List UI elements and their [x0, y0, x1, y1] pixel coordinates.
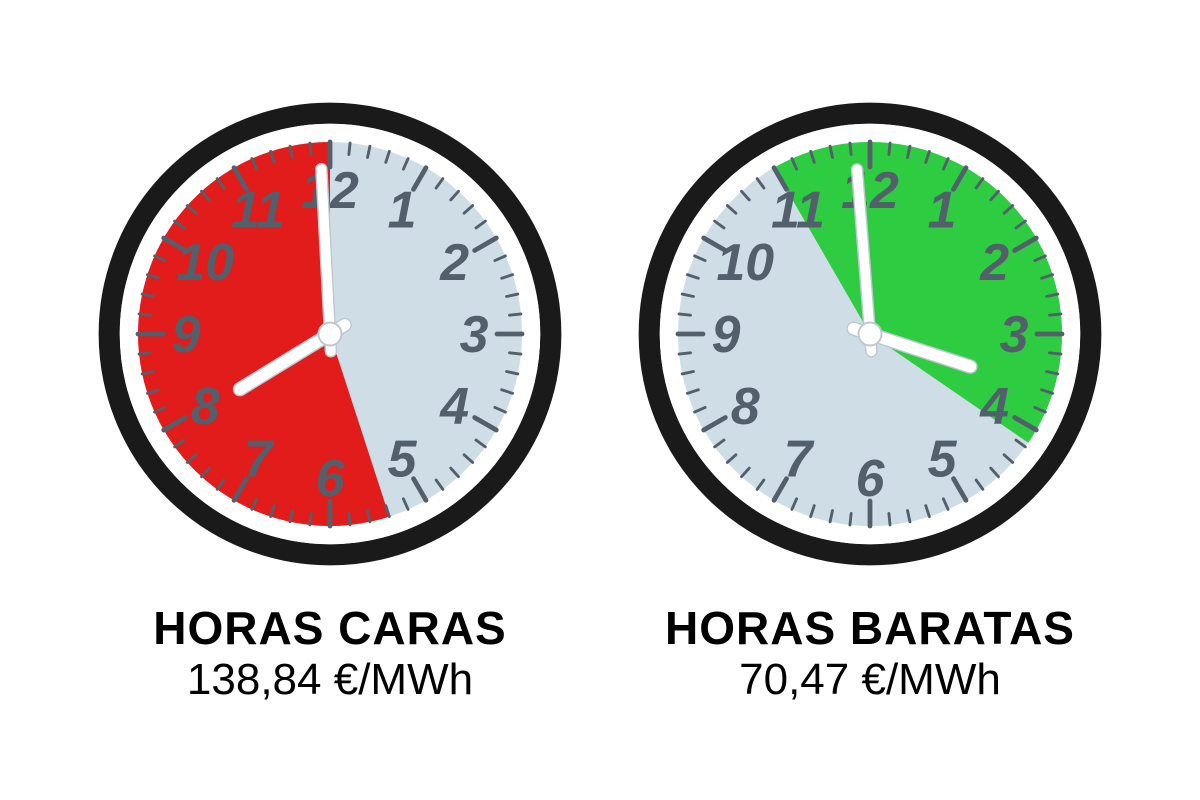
svg-text:3: 3: [1000, 305, 1029, 363]
svg-text:10: 10: [716, 233, 774, 291]
svg-text:8: 8: [191, 377, 220, 435]
svg-text:2: 2: [979, 233, 1009, 291]
svg-text:8: 8: [731, 377, 760, 435]
cheap-title: HORAS BARATAS: [665, 602, 1075, 655]
svg-text:5: 5: [388, 430, 418, 488]
svg-text:4: 4: [439, 377, 469, 435]
cheap-clock: 123456789101112: [630, 94, 1110, 574]
svg-text:5: 5: [928, 430, 958, 488]
expensive-panel: 123456789101112 HORAS CARAS 138,84 €/MWh: [90, 94, 570, 705]
svg-text:4: 4: [979, 377, 1009, 435]
cheap-caption: HORAS BARATAS 70,47 €/MWh: [665, 602, 1075, 705]
svg-text:6: 6: [856, 449, 886, 507]
svg-text:1: 1: [928, 181, 957, 239]
svg-text:11: 11: [231, 181, 285, 239]
svg-text:3: 3: [460, 305, 489, 363]
expensive-clock: 123456789101112: [90, 94, 570, 574]
cheap-price: 70,47 €/MWh: [665, 655, 1075, 706]
svg-text:1: 1: [388, 181, 417, 239]
svg-text:12: 12: [841, 161, 899, 219]
svg-text:12: 12: [301, 161, 359, 219]
svg-text:9: 9: [712, 305, 741, 363]
svg-text:6: 6: [316, 449, 346, 507]
svg-text:11: 11: [771, 181, 825, 239]
expensive-price: 138,84 €/MWh: [153, 655, 506, 706]
cheap-panel: 123456789101112 HORAS BARATAS 70,47 €/MW…: [630, 94, 1110, 705]
svg-text:10: 10: [176, 233, 234, 291]
svg-text:7: 7: [784, 430, 815, 488]
expensive-caption: HORAS CARAS 138,84 €/MWh: [153, 602, 506, 705]
expensive-title: HORAS CARAS: [153, 602, 506, 655]
svg-text:9: 9: [172, 305, 201, 363]
svg-text:2: 2: [439, 233, 469, 291]
svg-text:7: 7: [244, 430, 275, 488]
